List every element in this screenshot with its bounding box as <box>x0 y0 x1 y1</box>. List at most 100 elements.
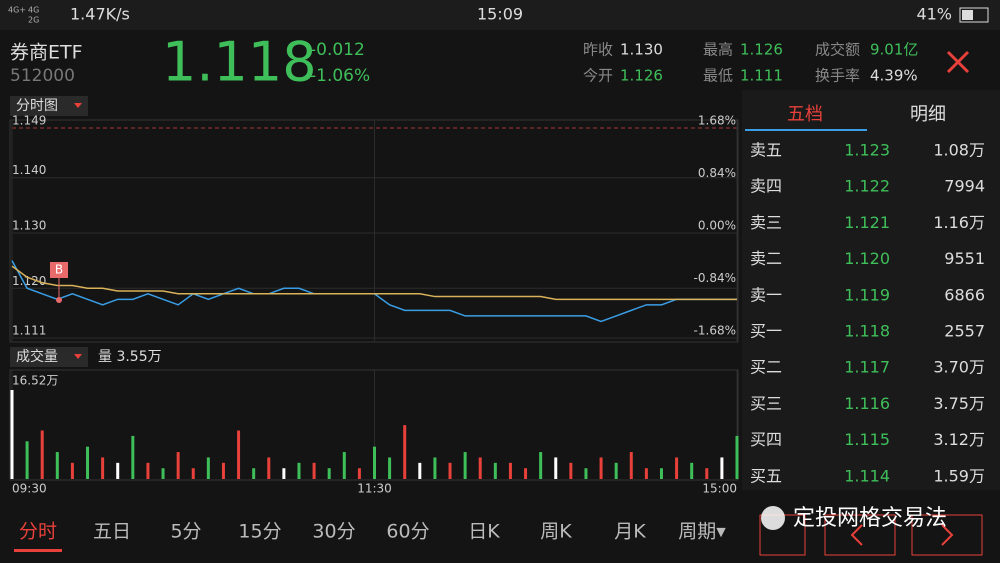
y2-tick-label: -1.68% <box>694 324 736 338</box>
y-tick-label: 1.149 <box>12 114 46 128</box>
bottom-tab[interactable]: 五日 <box>93 521 131 543</box>
volume-bar <box>584 468 588 479</box>
book-price: 1.123 <box>844 141 890 160</box>
volume-bar <box>161 468 165 479</box>
volume-bar <box>418 462 422 479</box>
volume-bar <box>614 462 618 479</box>
stat-value: 1.111 <box>740 67 783 85</box>
volume-bar <box>131 435 135 479</box>
volume-bar <box>116 462 120 479</box>
book-volume: 3.70万 <box>933 358 985 377</box>
battery-level <box>962 10 973 20</box>
book-label: 买四 <box>750 430 782 449</box>
book-volume: 3.75万 <box>933 394 985 413</box>
stat-value: 1.126 <box>740 41 783 59</box>
volume-bar <box>478 457 482 479</box>
bottom-tab[interactable]: 60分 <box>386 521 429 543</box>
volume-bar <box>644 468 648 479</box>
y-tick-label: 1.140 <box>12 163 46 177</box>
volume-bar <box>539 452 543 479</box>
book-price: 1.121 <box>844 213 890 232</box>
tab-active[interactable]: 五档 <box>787 104 823 125</box>
tab-underline <box>745 129 867 131</box>
stock-name: 券商ETF <box>10 42 83 64</box>
book-label: 买一 <box>750 322 782 341</box>
stat-label: 最低 <box>703 67 733 85</box>
book-price: 1.122 <box>844 177 890 196</box>
stat-value: 9.01亿 <box>870 41 918 59</box>
bottom-tab[interactable]: 15分 <box>238 521 281 543</box>
volume-bar <box>312 462 316 479</box>
trade-marker-label: B <box>55 263 63 277</box>
button[interactable] <box>911 514 983 556</box>
bottom-tab[interactable]: 周期▾ <box>678 521 726 543</box>
stock-code: 512000 <box>10 66 75 86</box>
dropdown-arrow <box>74 354 82 359</box>
close-button[interactable] <box>946 50 970 74</box>
status-bar <box>0 0 1000 30</box>
arrows <box>850 524 954 546</box>
volume-bar <box>342 452 346 479</box>
stat-label: 今开 <box>583 67 613 85</box>
bottom-tab[interactable]: 分时 <box>19 521 57 543</box>
book-label: 买五 <box>750 466 782 485</box>
volume-bar <box>146 462 150 479</box>
stat-value: 1.130 <box>620 41 663 59</box>
book-price: 1.119 <box>844 285 890 304</box>
volume-bar <box>357 468 361 479</box>
tab-underline <box>14 549 62 552</box>
book-price: 1.115 <box>844 430 890 449</box>
volume-label: 成交量 <box>16 348 58 365</box>
book-volume: 6866 <box>944 285 985 304</box>
price: 1.118 <box>162 31 317 94</box>
bottom-tab[interactable]: 周K <box>540 521 572 543</box>
volume-bar <box>327 468 331 479</box>
y-tick-label: 1.120 <box>12 274 46 288</box>
tab[interactable]: 明细 <box>910 104 946 125</box>
volume-selector[interactable] <box>10 347 88 367</box>
volume-bar <box>508 462 512 479</box>
chart-selector[interactable] <box>10 96 88 116</box>
stat-label: 昨收 <box>583 41 613 59</box>
bottom-tab[interactable]: 日K <box>468 521 500 543</box>
volume-bar <box>493 462 497 479</box>
volume-bar <box>463 452 467 479</box>
volume-bar <box>554 457 558 479</box>
bottom-tab[interactable]: 30分 <box>312 521 355 543</box>
bottom-tab[interactable]: 月K <box>614 521 646 543</box>
button[interactable] <box>824 514 896 556</box>
book-label: 卖五 <box>750 141 782 160</box>
volume-bar <box>524 468 528 479</box>
book-price: 1.120 <box>844 249 890 268</box>
clock: 15:09 <box>477 5 523 24</box>
volume-bar <box>403 425 407 479</box>
book-price: 1.114 <box>844 466 890 485</box>
volume-bar <box>720 457 724 479</box>
x-tick-label: 11:30 <box>357 482 392 496</box>
book-label: 卖三 <box>750 213 782 232</box>
marker-dot <box>56 297 62 303</box>
book-price: 1.117 <box>844 358 890 377</box>
book-volume: 9551 <box>944 249 985 268</box>
price-line <box>11 265 737 301</box>
volume-bar <box>629 452 633 479</box>
y-tick-label: 1.130 <box>12 219 46 233</box>
volume-bar <box>55 452 59 479</box>
bottom-tab[interactable]: 5分 <box>170 521 201 543</box>
volume-bar <box>433 457 437 479</box>
speed: 1.47K/s <box>70 5 130 24</box>
book-volume: 1.08万 <box>933 141 985 160</box>
book-volume: 3.12万 <box>933 430 985 449</box>
battery: 41% <box>916 5 952 24</box>
volume-bar <box>267 457 271 479</box>
volume-bar <box>25 441 29 479</box>
volume-bar <box>448 462 452 479</box>
volume-bar <box>675 457 679 479</box>
volume-bar <box>86 446 90 479</box>
book-label: 买三 <box>750 394 782 413</box>
y2-tick-label: 0.00% <box>698 219 736 233</box>
change-pct: -1.06% <box>310 66 370 86</box>
book-volume: 1.59万 <box>933 466 985 485</box>
wechat-icon <box>761 506 785 530</box>
